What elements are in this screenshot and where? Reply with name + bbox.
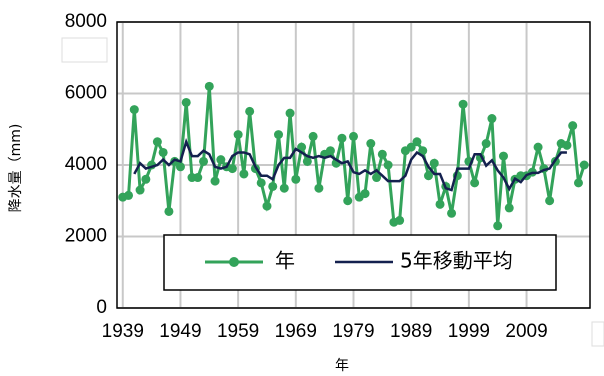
y-axis-label: 降水量（mm) <box>8 124 24 213</box>
point <box>279 183 289 193</box>
point <box>181 97 191 107</box>
point <box>406 142 416 152</box>
point <box>233 130 243 140</box>
point <box>210 176 220 186</box>
point <box>291 174 301 184</box>
point <box>193 173 203 183</box>
point <box>216 155 226 165</box>
point <box>377 149 387 159</box>
point <box>152 137 162 147</box>
point <box>141 174 151 184</box>
point <box>579 160 589 170</box>
point <box>545 196 555 206</box>
x-tick-label: 2009 <box>505 321 547 342</box>
point <box>285 108 295 118</box>
y-tick-label: 0 <box>96 297 107 318</box>
point <box>129 105 139 115</box>
point <box>533 142 543 152</box>
x-tick-label: 1999 <box>448 321 490 342</box>
point <box>204 81 214 91</box>
point <box>343 196 353 206</box>
x-tick-label: 1949 <box>159 321 201 342</box>
point <box>458 99 468 109</box>
point <box>256 178 266 188</box>
point <box>562 140 572 150</box>
point <box>498 151 508 161</box>
x-axis-label: 年 <box>335 358 349 374</box>
point <box>262 201 272 211</box>
point <box>573 178 583 188</box>
point <box>429 158 439 168</box>
point <box>239 169 249 179</box>
point <box>158 147 168 157</box>
point <box>447 208 457 218</box>
y-tick-label: 2000 <box>65 226 107 247</box>
point <box>308 131 318 141</box>
point <box>337 133 347 143</box>
point <box>135 185 145 195</box>
point <box>227 164 237 174</box>
x-tick-label: 1979 <box>332 321 374 342</box>
point <box>199 156 209 166</box>
y-tick-label: 4000 <box>65 154 107 175</box>
point <box>504 203 514 213</box>
point <box>366 139 376 149</box>
y-tick-label: 8000 <box>65 11 107 32</box>
point <box>164 206 174 216</box>
point <box>268 181 278 191</box>
point <box>487 114 497 124</box>
x-tick-label: 1989 <box>390 321 432 342</box>
point <box>493 221 503 231</box>
point <box>568 121 578 131</box>
legend-marker <box>229 257 239 267</box>
point <box>175 162 185 172</box>
point <box>383 160 393 170</box>
plot-border <box>116 21 591 309</box>
x-tick-label: 1969 <box>275 321 317 342</box>
point <box>314 183 324 193</box>
point <box>470 178 480 188</box>
legend-label: 年 <box>275 249 295 273</box>
x-tick-label: 1959 <box>217 321 259 342</box>
point <box>418 146 428 156</box>
point <box>372 173 382 183</box>
y-tick-label: 6000 <box>65 83 107 104</box>
point <box>349 131 358 141</box>
point <box>435 199 445 209</box>
point <box>274 130 284 140</box>
point <box>325 146 335 156</box>
point <box>423 171 433 181</box>
point <box>297 142 307 152</box>
point <box>245 106 255 116</box>
point <box>481 139 491 149</box>
point <box>302 156 312 166</box>
blank-box <box>591 321 604 347</box>
series-line <box>133 137 567 192</box>
point <box>412 137 422 147</box>
point <box>124 190 134 200</box>
point <box>360 189 370 199</box>
x-tick-label: 1939 <box>102 321 144 342</box>
legend-label: 5年移動平均 <box>400 249 513 273</box>
point <box>395 215 405 225</box>
blank-box <box>61 37 108 63</box>
